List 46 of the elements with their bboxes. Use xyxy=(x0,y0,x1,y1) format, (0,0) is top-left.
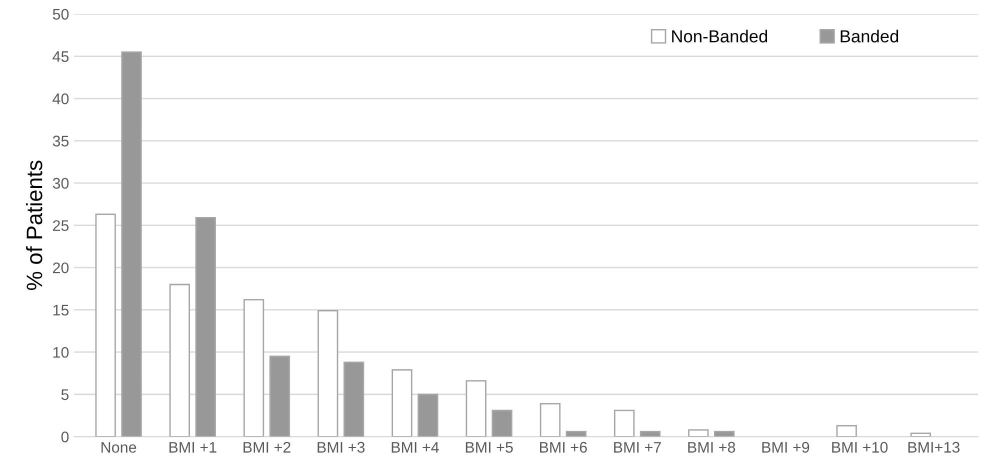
bar xyxy=(714,430,735,437)
x-tick-label: BMI +1 xyxy=(170,442,216,453)
bar xyxy=(95,214,116,437)
bar xyxy=(540,402,561,437)
x-tick-label: BMI +6 xyxy=(540,442,587,453)
bar xyxy=(614,410,635,437)
bar xyxy=(392,369,412,437)
bar xyxy=(688,429,709,437)
y-tick-label: 5 xyxy=(61,389,69,400)
bar xyxy=(910,432,932,437)
y-tick-label: 45 xyxy=(52,51,69,62)
x-tick-label: None xyxy=(102,442,136,453)
bar xyxy=(169,284,190,437)
x-tick-label: BMI +8 xyxy=(688,442,736,453)
x-tick-label: BMI+13 xyxy=(908,442,960,453)
x-tick-label: BMI +5 xyxy=(466,442,513,453)
y-tick-label: 30 xyxy=(52,178,69,189)
bar xyxy=(344,362,364,437)
y-tick-label: 20 xyxy=(53,262,69,274)
bar xyxy=(318,310,338,437)
bar xyxy=(243,299,264,437)
bar xyxy=(466,380,486,437)
y-axis-title: % of Patients xyxy=(26,160,42,290)
y-tick-label: 50 xyxy=(52,8,69,20)
bar xyxy=(418,394,438,437)
legend-label: Banded xyxy=(840,30,898,42)
bar xyxy=(492,410,512,437)
x-tick-label: BMI +7 xyxy=(614,442,661,453)
x-tick-label: BMI +2 xyxy=(244,442,290,453)
y-tick-label: 40 xyxy=(52,93,69,104)
bar xyxy=(121,51,142,437)
y-tick-label: 35 xyxy=(52,136,69,146)
y-tick-label: 25 xyxy=(53,220,69,232)
bar xyxy=(566,430,586,437)
bar xyxy=(269,356,290,437)
x-tick-label: BMI +9 xyxy=(762,442,810,453)
x-tick-label: BMI +10 xyxy=(832,442,888,453)
y-tick-label: 0 xyxy=(61,432,69,442)
bar xyxy=(195,217,216,437)
bar xyxy=(836,424,857,437)
y-tick-label: 15 xyxy=(53,304,69,316)
legend-label: Non-Banded xyxy=(672,30,768,42)
bar xyxy=(640,430,661,437)
y-tick-label: 10 xyxy=(53,346,69,358)
x-tick-label: BMI +4 xyxy=(392,442,439,453)
x-tick-label: BMI +3 xyxy=(318,442,365,453)
